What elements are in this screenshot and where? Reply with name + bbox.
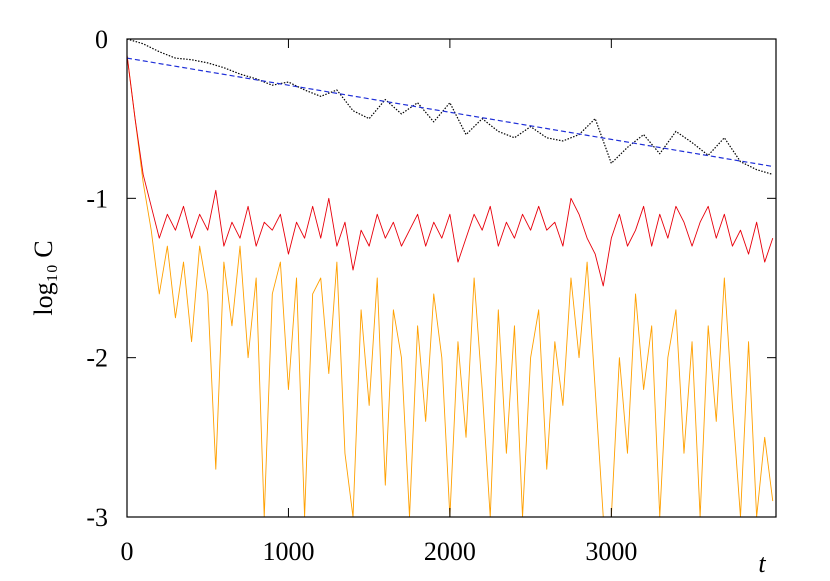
x-tick-label: 1000 <box>262 537 314 566</box>
series-line <box>127 39 773 176</box>
y-tick-label: -1 <box>86 184 108 213</box>
x-axis-label: t <box>758 549 766 578</box>
series-layer <box>127 39 774 517</box>
y-axis-label: log₁₀ C <box>29 240 58 315</box>
series-line <box>127 57 773 168</box>
x-tick-label: 0 <box>121 537 134 566</box>
y-tick-label: 0 <box>95 25 108 54</box>
y-tick-label: -3 <box>86 503 108 532</box>
x-tick-label: 3000 <box>585 537 637 566</box>
series-line <box>127 54 774 517</box>
y-tick-label: -2 <box>86 344 108 373</box>
x-tick-label: 2000 <box>424 537 476 566</box>
series-line <box>127 54 774 287</box>
plot-frame <box>126 38 777 518</box>
